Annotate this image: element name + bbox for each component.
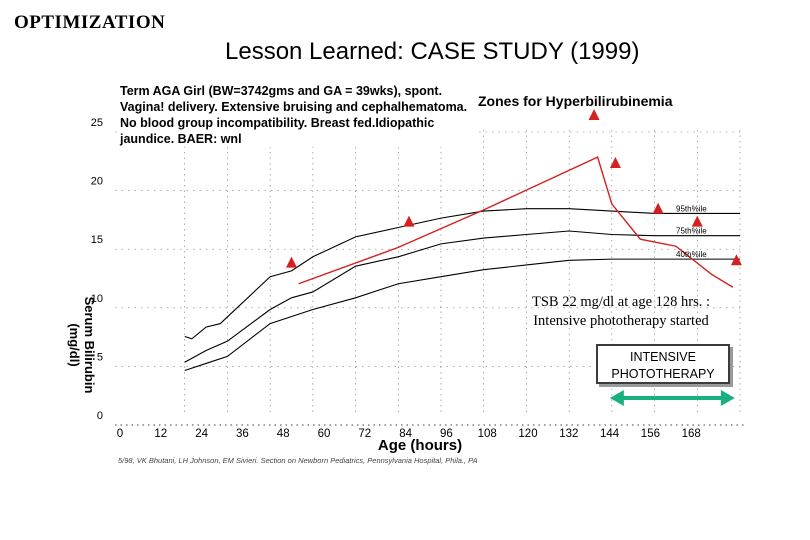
y-tick-label: 20 bbox=[91, 176, 103, 188]
x-axis-title: Age (hours) bbox=[378, 437, 462, 454]
citation-footer: 5/98, VK Bhutani, LH Johnson, EM Sivieri… bbox=[118, 456, 478, 465]
arrow-head-left bbox=[609, 390, 624, 406]
chart-title: Zones for Hyperbilirubinemia bbox=[478, 93, 673, 109]
curve-label: 40th%ile bbox=[676, 250, 707, 259]
x-tick-label: 156 bbox=[641, 428, 660, 440]
intensive-phototherapy-box: INTENSIVE PHOTOTHERAPY bbox=[596, 344, 730, 384]
triangle-marker bbox=[286, 256, 297, 268]
y-tick-label: 25 bbox=[91, 117, 103, 129]
percentile-curve bbox=[184, 208, 740, 340]
curve-label: 75th%ile bbox=[676, 227, 707, 236]
chart-labels: 0 5 10 15 20 25 0 12 24 36 48 60 72 84 96 108 120 132 144 1… bbox=[91, 93, 707, 454]
y-tick-label: 5 bbox=[97, 351, 103, 363]
x-tick-label: 12 bbox=[154, 428, 167, 440]
triangle-marker bbox=[609, 157, 621, 169]
percentile-curve bbox=[184, 258, 740, 371]
triangle-marker bbox=[403, 215, 415, 227]
arrow-head-right bbox=[720, 390, 735, 406]
x-tick-label: 144 bbox=[600, 428, 620, 440]
percentile-curves bbox=[184, 156, 740, 371]
x-tick-label: 120 bbox=[518, 428, 537, 440]
x-tick-label: 132 bbox=[559, 428, 578, 440]
case-description: Term AGA Girl (BW=3742gms and GA = 39wks… bbox=[120, 83, 475, 147]
x-tick-label: 0 bbox=[117, 428, 123, 440]
x-tick-label: 36 bbox=[236, 428, 249, 440]
tsb-annotation: TSB 22 mg/dl at age 128 hrs. : Intensive… bbox=[532, 293, 710, 331]
curve-label: 95th%ile bbox=[676, 204, 707, 213]
y-tick-label: 15 bbox=[91, 234, 103, 246]
y-tick-label: 10 bbox=[91, 293, 103, 305]
triangle-marker bbox=[730, 254, 742, 266]
x-tick-label: 168 bbox=[682, 428, 701, 440]
percentile-curve bbox=[184, 230, 740, 363]
x-tick-label: 24 bbox=[195, 428, 208, 440]
triangle-marker bbox=[691, 215, 703, 227]
tsb-annotation-line2: Intensive phototherapy started bbox=[533, 313, 709, 329]
triangle-marker bbox=[588, 108, 600, 120]
triangle-marker bbox=[652, 202, 664, 214]
x-tick-label: 108 bbox=[478, 428, 497, 440]
therapy-label-line1: INTENSIVE bbox=[630, 350, 696, 364]
x-tick-label: 84 bbox=[399, 428, 412, 440]
patient-tsb-line bbox=[298, 156, 734, 288]
tsb-annotation-line1: TSB 22 mg/dl at age 128 hrs. : bbox=[532, 294, 711, 310]
marker-layer bbox=[286, 108, 742, 406]
x-tick-label: 72 bbox=[358, 428, 371, 440]
section-label: OPTIMIZATION bbox=[14, 12, 166, 33]
y-tick-label: 0 bbox=[97, 410, 103, 422]
x-tick-label: 96 bbox=[440, 428, 453, 440]
x-tick-label: 48 bbox=[277, 428, 290, 440]
x-tick-label: 60 bbox=[318, 428, 331, 440]
therapy-label-line2: PHOTOTHERAPY bbox=[611, 367, 715, 381]
slide-title: Lesson Learned: CASE STUDY (1999) bbox=[225, 38, 640, 65]
